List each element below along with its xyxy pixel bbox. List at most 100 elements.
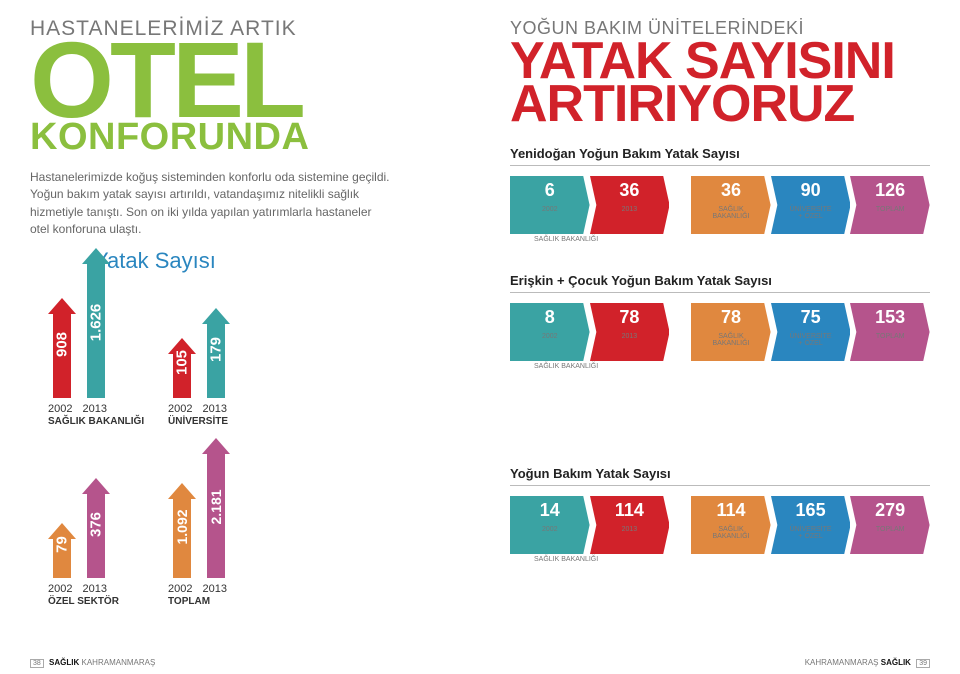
stat-band: 78 2013 (590, 303, 670, 361)
arrow-value: 79 (54, 536, 71, 553)
band-gap (669, 496, 691, 554)
left-footer: 38 SAĞLIK KAHRAMANMARAŞ (30, 658, 155, 668)
stat-band: 90 ÜNİVERSİTE+ ÖZEL (771, 176, 851, 234)
arrow-group: 79 376 (48, 478, 110, 578)
arrow-value: 105 (174, 350, 191, 375)
arrow-bar: 105 (168, 308, 196, 398)
stat-band: 36 2013 (590, 176, 670, 234)
arrow-group: 105 179 (168, 308, 230, 398)
band-value: 114 (590, 500, 670, 521)
band-value: 78 (590, 307, 670, 328)
arrow-years: 20022013 (48, 583, 119, 596)
left-otel-word: OTEL (30, 34, 450, 126)
arrow-group-label: 20022013 SAĞLIK BAKANLIĞI (48, 400, 144, 427)
band-sublabel: SAĞLIKBAKANLIĞI (691, 526, 771, 541)
band-value: 78 (691, 307, 771, 328)
right-rows-container: Yenidoğan Yoğun Bakım Yatak Sayısı 6 200… (510, 146, 930, 563)
rule (510, 292, 930, 293)
spacer (510, 370, 930, 452)
arrow-bar: 179 (202, 308, 230, 398)
stat-band: 14 2002 (510, 496, 590, 554)
band-sublabel: TOPLAM (850, 206, 930, 214)
band-sublabel: 2013 (590, 333, 670, 341)
footer-city: KAHRAMANMARAŞ (82, 658, 156, 667)
band-value: 36 (590, 180, 670, 201)
band-gap (669, 176, 691, 234)
stat-band: 114 SAĞLIKBAKANLIĞI (691, 496, 771, 554)
band-row: 14 2002 114 2013 114 SAĞLIKBAKANLIĞI 165… (510, 496, 930, 554)
band-sublabel: 2002 (510, 526, 590, 534)
arrow-value: 908 (54, 332, 71, 357)
arrow-bar: 2.181 (202, 438, 230, 578)
arrow-group: 1.092 2.181 (168, 438, 230, 578)
row-title: Erişkin + Çocuk Yoğun Bakım Yatak Sayısı (510, 273, 930, 288)
stat-band: 153 TOPLAM (850, 303, 930, 361)
left-page-number: 38 (30, 659, 44, 668)
arrow-value: 2.181 (208, 489, 224, 524)
band-row: 6 2002 36 2013 36 SAĞLIKBAKANLIĞI 90 ÜNİ… (510, 176, 930, 234)
arrow-value: 1.092 (174, 510, 190, 545)
band-value: 75 (771, 307, 851, 328)
left-subtitle: Yatak Sayısı (94, 248, 450, 274)
band-sublabel: ÜNİVERSİTE+ ÖZEL (771, 206, 851, 221)
footer-city: KAHRAMANMARAŞ (805, 658, 879, 667)
arrow-value: 376 (88, 512, 105, 537)
left-konf-word: KONFORUNDA (30, 116, 450, 159)
rule (510, 485, 930, 486)
arrow-bar: 376 (82, 478, 110, 578)
arrow-label-text: SAĞLIK BAKANLIĞI (48, 416, 144, 428)
left-page: HASTANELERİMİZ ARTIK OTEL KONFORUNDA Has… (0, 0, 480, 674)
arrow-bar: 1.626 (82, 248, 110, 398)
arrow-years: 20022013 (48, 403, 144, 416)
band-value: 126 (850, 180, 930, 201)
footer-brand: SAĞLIK (881, 658, 911, 667)
row-left-bottom-label: SAĞLIK BAKANLIĞI (534, 236, 930, 243)
band-value: 6 (510, 180, 590, 201)
row-left-bottom-label: SAĞLIK BAKANLIĞI (534, 363, 930, 370)
spread: HASTANELERİMİZ ARTIK OTEL KONFORUNDA Has… (0, 0, 960, 674)
arrow-years: 20022013 (168, 403, 228, 416)
band-sublabel: ÜNİVERSİTE+ ÖZEL (771, 526, 851, 541)
stat-band: 6 2002 (510, 176, 590, 234)
left-body-text: Hastanelerimizde koğuş sisteminden konfo… (30, 169, 390, 239)
spacer (510, 243, 930, 259)
arrow-group-label: 20022013 ÜNİVERSİTE (168, 400, 228, 427)
arrow-group-label: 20022013 ÖZEL SEKTÖR (48, 580, 119, 607)
band-sublabel: SAĞLIKBAKANLIĞI (691, 206, 771, 221)
band-value: 153 (850, 307, 930, 328)
row-title: Yoğun Bakım Yatak Sayısı (510, 466, 930, 481)
band-sublabel: ÜNİVERSİTE+ ÖZEL (771, 333, 851, 348)
rule (510, 165, 930, 166)
band-value: 8 (510, 307, 590, 328)
stat-band: 8 2002 (510, 303, 590, 361)
band-sublabel: 2002 (510, 333, 590, 341)
right-page-number: 39 (916, 659, 930, 668)
band-row: 8 2002 78 2013 78 SAĞLIKBAKANLIĞI 75 ÜNİ… (510, 303, 930, 361)
arrow-bar: 1.092 (168, 438, 196, 578)
stat-band: 126 TOPLAM (850, 176, 930, 234)
band-value: 165 (771, 500, 851, 521)
arrow-bar: 79 (48, 478, 76, 578)
arrow-value: 1.626 (88, 303, 105, 341)
stat-band: 78 SAĞLIKBAKANLIĞI (691, 303, 771, 361)
band-value: 114 (691, 500, 771, 521)
band-value: 36 (691, 180, 771, 201)
arrow-label-text: ÖZEL SEKTÖR (48, 596, 119, 608)
stat-band: 75 ÜNİVERSİTE+ ÖZEL (771, 303, 851, 361)
band-value: 14 (510, 500, 590, 521)
right-footer: KAHRAMANMARAŞ SAĞLIK 39 (805, 658, 930, 668)
band-value: 90 (771, 180, 851, 201)
arrow-bar: 908 (48, 248, 76, 398)
stat-band: 36 SAĞLIKBAKANLIĞI (691, 176, 771, 234)
row-title: Yenidoğan Yoğun Bakım Yatak Sayısı (510, 146, 930, 161)
band-sublabel: 2002 (510, 206, 590, 214)
band-sublabel: TOPLAM (850, 526, 930, 534)
arrow-label-text: ÜNİVERSİTE (168, 416, 228, 428)
arrow-years: 20022013 (168, 583, 227, 596)
stat-band: 165 ÜNİVERSİTE+ ÖZEL (771, 496, 851, 554)
arrow-group: 908 1.626 (48, 248, 110, 398)
arrow-group-label: 20022013 TOPLAM (168, 580, 227, 607)
band-gap (669, 303, 691, 361)
band-sublabel: SAĞLIKBAKANLIĞI (691, 333, 771, 348)
stat-band: 279 TOPLAM (850, 496, 930, 554)
